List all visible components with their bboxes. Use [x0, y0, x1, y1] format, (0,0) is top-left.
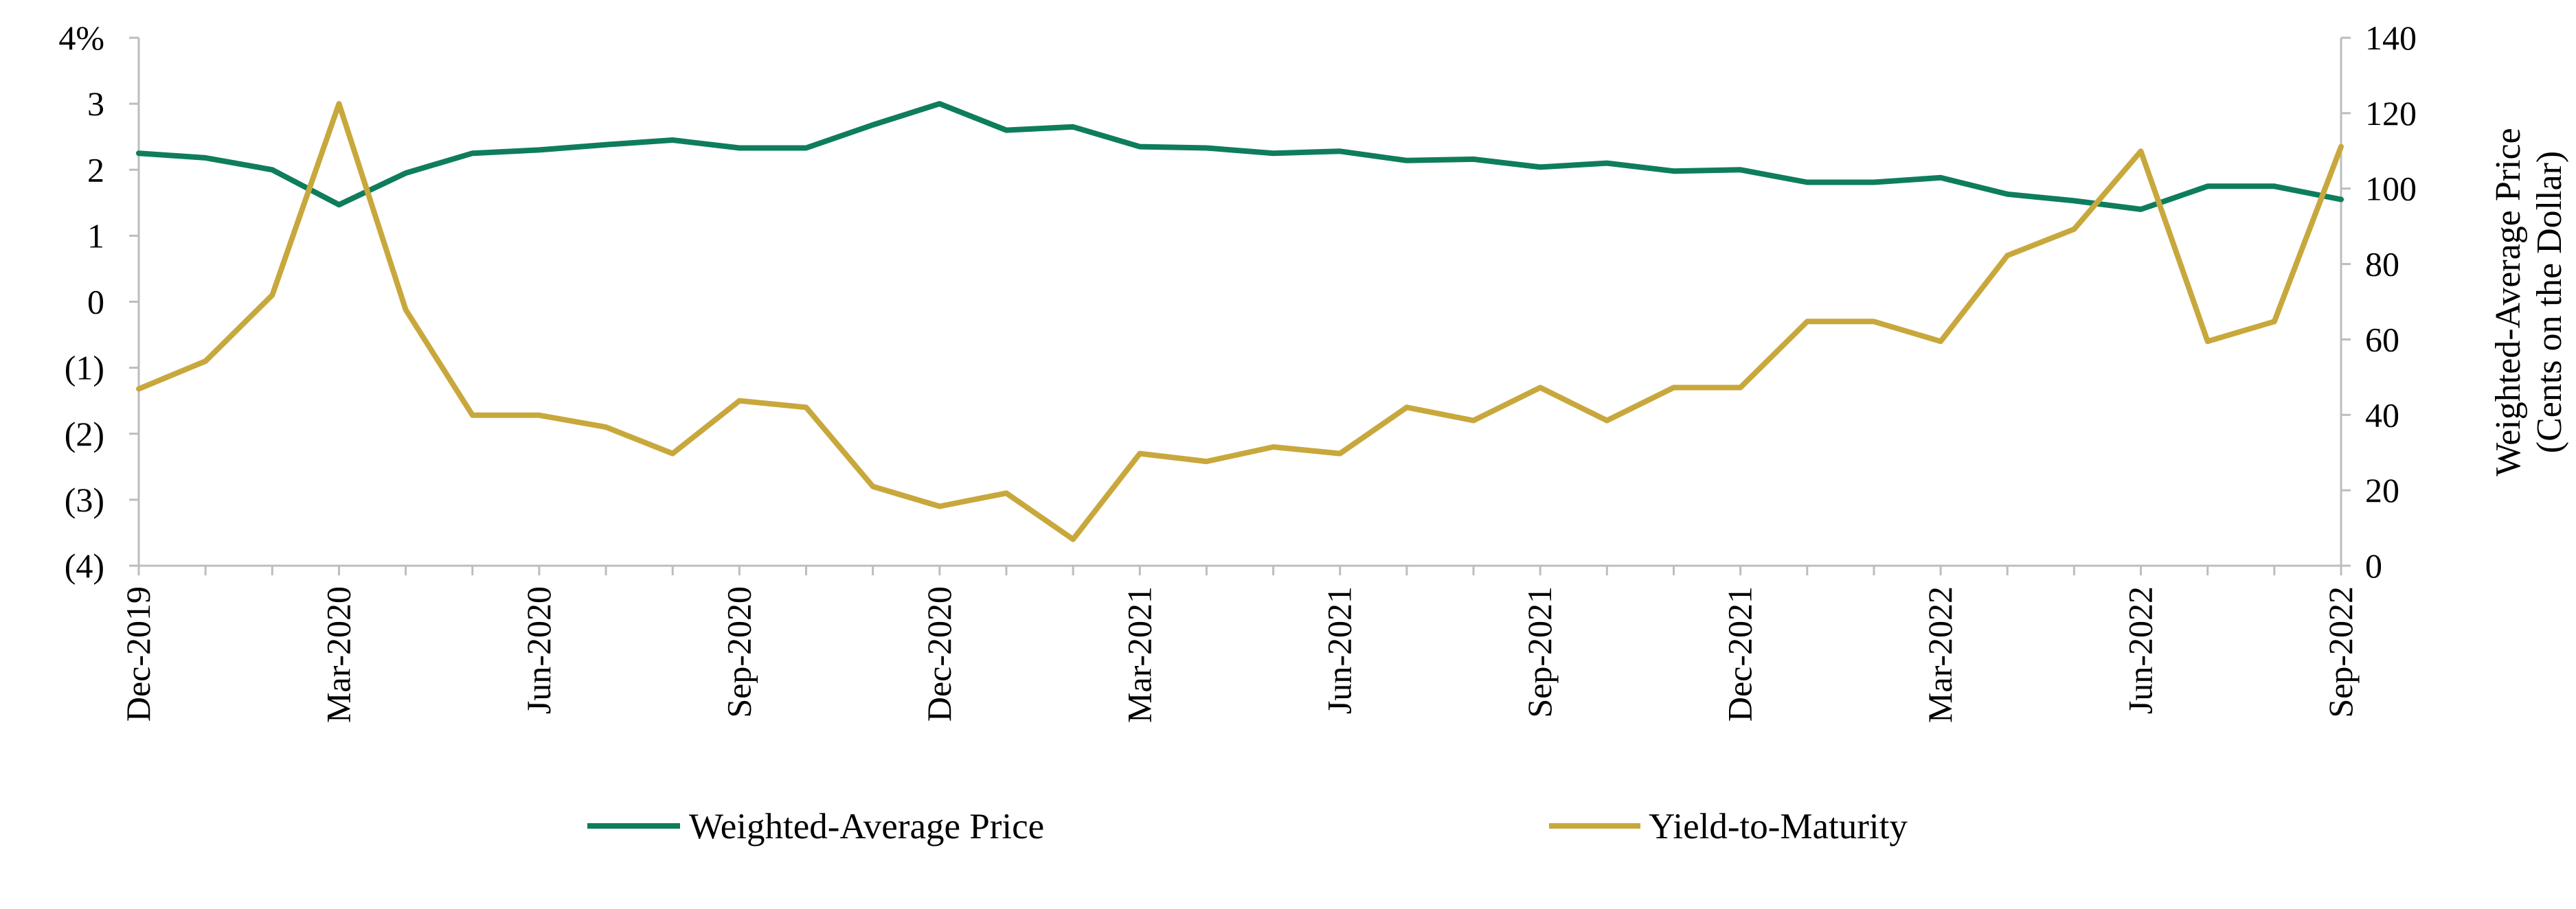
left-y-tick-label: (4) [65, 546, 104, 585]
right-axis-title-line-1: Weighted-Average Price [2489, 128, 2528, 476]
right-y-tick-label: 40 [2365, 395, 2399, 434]
left-y-tick-label: 2 [87, 150, 104, 189]
right-y-tick-label: 120 [2365, 94, 2417, 133]
x-tick-label: Mar-2020 [319, 586, 357, 723]
legend: Weighted-Average Price Yield-to-Maturity [587, 807, 1908, 847]
x-tick-label: Mar-2022 [1921, 586, 1959, 723]
x-tick-label: Jun-2022 [2121, 586, 2160, 714]
right-axis-title-line-2: (Cents on the Dollar) [2530, 151, 2569, 453]
right-y-tick-label: 80 [2365, 245, 2399, 284]
left-y-tick-label: 0 [87, 283, 104, 321]
right-y-tick-label: 0 [2365, 546, 2382, 585]
x-tick-label: Sep-2022 [2321, 586, 2360, 718]
legend-label-weighted-average-price: Weighted-Average Price [689, 807, 1044, 847]
left-y-tick-label: 1 [87, 216, 104, 255]
left-y-tick-label: (1) [65, 349, 104, 387]
x-tick-label: Dec-2020 [920, 586, 958, 722]
x-tick-label: Mar-2021 [1120, 586, 1158, 723]
legend-item-yield-to-maturity: Yield-to-Maturity [1549, 807, 1908, 847]
x-tick-label: Jun-2021 [1320, 586, 1359, 714]
left-y-tick-label: (3) [65, 481, 104, 519]
x-tick-label: Dec-2019 [119, 586, 157, 722]
left-y-tick-label: 4% [58, 19, 104, 57]
left-y-tick-label: (2) [65, 415, 104, 453]
legend-label-yield-to-maturity: Yield-to-Maturity [1649, 807, 1908, 847]
x-tick-label: Sep-2021 [1520, 586, 1559, 718]
series-line-yield-to-maturity [136, 101, 2344, 542]
series-line-weighted-average-price [136, 101, 2344, 212]
axes: (4) (3) (2) (1) 0 1 2 3 4% 0 20 40 60 80 100 120 140 Dec-… [58, 19, 2417, 723]
left-y-tick-label: 3 [87, 84, 104, 123]
right-y-tick-label: 100 [2365, 170, 2417, 208]
x-tick-label: Dec-2021 [1721, 586, 1759, 722]
series-lines [136, 101, 2344, 542]
legend-item-weighted-average-price: Weighted-Average Price [587, 807, 1044, 847]
right-y-tick-label: 140 [2365, 19, 2417, 57]
x-tick-label: Jun-2020 [519, 586, 558, 714]
right-axis-title: Weighted-Average Price (Cents on the Dol… [2489, 128, 2569, 476]
right-y-tick-label: 20 [2365, 471, 2399, 509]
x-tick-label: Sep-2020 [719, 586, 758, 718]
right-y-tick-label: 60 [2365, 320, 2399, 358]
